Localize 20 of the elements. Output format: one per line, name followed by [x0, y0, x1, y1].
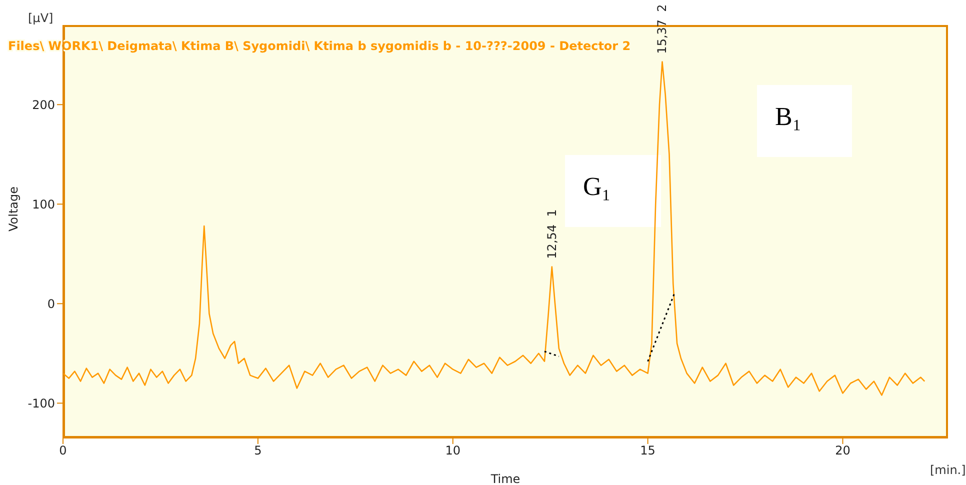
- x-tick-label: 0: [59, 444, 67, 458]
- y-tick-label: 0: [47, 296, 55, 311]
- x-tick-label: 15: [640, 444, 656, 458]
- label-box: B₁: [757, 85, 852, 157]
- y-tick-label: -100: [28, 396, 55, 410]
- text: [min.]: [930, 463, 966, 477]
- line-series: [63, 61, 926, 396]
- x-tick-label: 20: [835, 444, 850, 458]
- y-axis-title: Voltage: [6, 186, 20, 232]
- text: [µV]: [28, 11, 54, 25]
- y-tick-label: 100: [32, 197, 55, 212]
- x-axis-title: Time: [490, 472, 520, 485]
- label-box: G₁: [565, 155, 661, 227]
- y-tick-label: 200: [32, 98, 55, 112]
- x-tick-label: 10: [445, 444, 461, 458]
- x-tick-label: 5: [254, 444, 262, 458]
- annotation: 15,37 2: [655, 4, 670, 54]
- annotation: G₁: [583, 172, 611, 201]
- annotation: B₁: [775, 102, 802, 131]
- annotation: 12,54 1: [544, 209, 559, 259]
